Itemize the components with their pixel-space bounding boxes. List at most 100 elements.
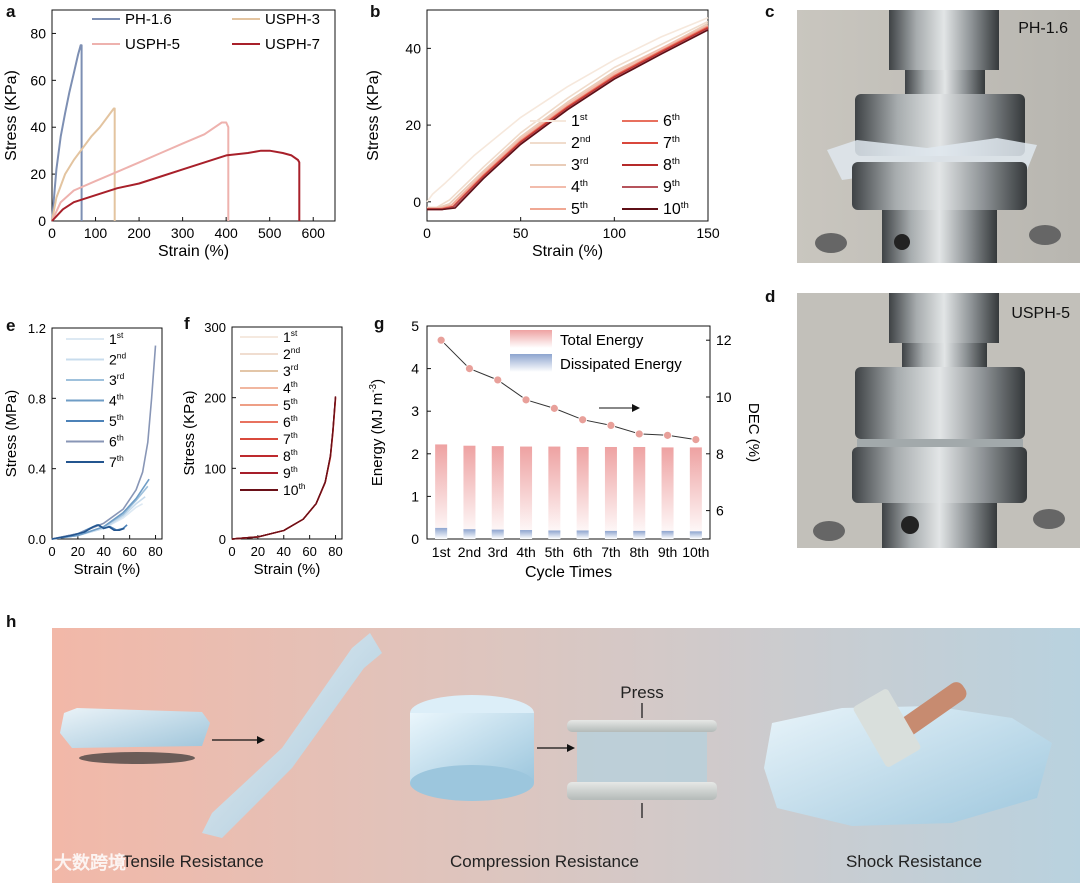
- x-tick-label: 80: [328, 544, 342, 559]
- bar-dissipated-energy: [491, 529, 504, 539]
- legend-label-sup: th: [672, 134, 680, 145]
- y-right-tick-label: 8: [716, 446, 724, 462]
- photo-d-compression-usph: USPH-5: [797, 293, 1080, 548]
- bar-dissipated-energy: [604, 530, 617, 539]
- legend-label-main: 1: [571, 113, 580, 130]
- y-right-tick-label: 12: [716, 332, 732, 348]
- x-axis-label: Strain (%): [74, 561, 141, 578]
- illustration-banner-h: Press Tensile Resistance Compression Res…: [52, 628, 1080, 883]
- legend-label-main: 7: [109, 454, 117, 470]
- legend-label: 3rd: [109, 371, 125, 388]
- legend-swatch-dissipated: [510, 354, 552, 372]
- y-axis-label-tail: ): [369, 379, 386, 384]
- plot-frame: [231, 326, 343, 540]
- legend-label-main: 8: [663, 157, 672, 174]
- compression-rig-illustration: [797, 293, 1080, 548]
- x-tick-label: 600: [302, 225, 326, 241]
- dec-point: [663, 430, 672, 440]
- dec-point: [691, 435, 701, 444]
- bar-total-energy: [661, 447, 674, 539]
- legend-label-sup: th: [672, 112, 680, 123]
- legend-label: 3rd: [283, 362, 299, 379]
- y-tick-label: 5: [411, 318, 419, 334]
- bar-total-energy: [435, 444, 448, 539]
- y-tick-label: 0.4: [28, 462, 46, 477]
- legend-label-sup: st: [580, 112, 588, 123]
- x-axis-label: Strain (%): [158, 243, 229, 260]
- x-tick-label: 3rd: [488, 544, 508, 560]
- series-line: [51, 478, 150, 540]
- legend-label-main: 9: [663, 179, 672, 196]
- legend-label-sup: nd: [117, 351, 127, 361]
- dec-point: [493, 375, 503, 385]
- legend-label-main: 2: [283, 346, 291, 362]
- dec-point: [549, 403, 559, 413]
- legend-label-main: 10: [663, 201, 681, 218]
- legend-label: USPH-7: [265, 36, 320, 53]
- legend-label-main: 5: [571, 201, 580, 218]
- legend-label: 4th: [109, 392, 124, 409]
- y-tick-label: 100: [204, 461, 226, 476]
- series-line: [231, 396, 337, 540]
- legend-label: 8th: [663, 156, 680, 174]
- legend-label: 7th: [109, 453, 124, 470]
- photo-c-label: PH-1.6: [1018, 20, 1068, 37]
- y-axis-label: Stress (KPa): [181, 390, 198, 475]
- legend-label-main: 7: [283, 431, 291, 447]
- series-line: [427, 20, 709, 209]
- panel-letter-b: b: [370, 2, 381, 21]
- bar-total-energy: [491, 446, 504, 539]
- dec-point: [606, 421, 616, 430]
- legend-label-sup: th: [117, 433, 124, 443]
- dec-line: [440, 339, 696, 441]
- legend-swatch-total: [510, 330, 552, 348]
- y-tick-label: 0.0: [28, 532, 46, 547]
- y-tick-label: 0: [413, 194, 421, 210]
- photo-d-label: USPH-5: [1011, 305, 1070, 322]
- x-tick-label: 5th: [545, 544, 564, 560]
- legend-label: 9th: [283, 464, 298, 481]
- y-tick-label: 200: [204, 391, 226, 406]
- legend-label-sup: th: [117, 412, 124, 422]
- legend-label-main: 5: [109, 413, 117, 429]
- bar-dissipated-energy: [435, 527, 448, 539]
- legend-label-main: 5: [283, 397, 291, 413]
- trend-arrow-head: [632, 404, 640, 412]
- legend-label: USPH-3: [265, 11, 320, 28]
- legend-label-main: 3: [283, 363, 291, 379]
- x-tick-label: 400: [214, 225, 238, 241]
- legend-label: 1st: [571, 112, 588, 130]
- x-tick-label: 60: [122, 544, 136, 559]
- y-axis-label: Energy (MJ m-3): [368, 379, 386, 486]
- x-tick-label: 60: [302, 544, 316, 559]
- x-tick-label: 8th: [630, 544, 649, 560]
- legend-label-total: Total Energy: [560, 332, 644, 349]
- x-tick-label: 0: [48, 544, 55, 559]
- y-axis-label-sup: -3: [368, 383, 379, 392]
- legend-label-sup: th: [117, 453, 124, 463]
- legend-label: 10th: [283, 481, 306, 498]
- caption-tensile: Tensile Resistance: [122, 852, 264, 871]
- plot-frame: [426, 9, 709, 222]
- plot-frame: [51, 9, 336, 222]
- series-line: [51, 524, 125, 540]
- y-tick-label: 0.8: [28, 391, 46, 406]
- dec-point: [521, 395, 531, 405]
- y-tick-label: 80: [30, 25, 46, 41]
- y-right-tick-label: 6: [716, 503, 724, 519]
- bar-total-energy: [576, 446, 589, 539]
- legend-label: 5th: [109, 412, 124, 429]
- panel-letter-g: g: [374, 314, 385, 333]
- chart-a-stress-strain: 0 100 200 300 400 500 600 0 20 40 60 80 Strain (%) St…: [3, 9, 336, 260]
- legend-label-sup: th: [299, 481, 306, 491]
- y-tick-label: 1: [411, 488, 419, 504]
- x-tick-label: 4th: [516, 544, 535, 560]
- legend-label: 5th: [283, 396, 298, 413]
- y-axis-label: Stress (KPa): [365, 70, 382, 161]
- legend-label-main: 4: [109, 393, 117, 409]
- legend-label-main: 6: [663, 113, 672, 130]
- legend-label-sup: th: [580, 200, 588, 211]
- y-right-tick-label: 10: [716, 389, 732, 405]
- legend-label-sup: rd: [580, 156, 589, 167]
- legend-label-sup: th: [117, 392, 124, 402]
